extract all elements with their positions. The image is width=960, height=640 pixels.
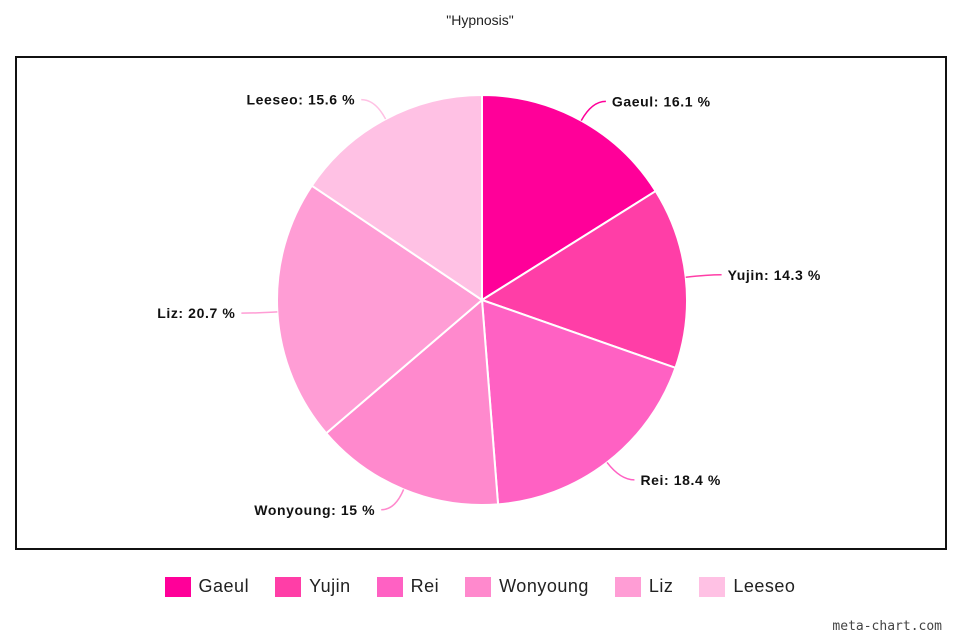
leader-line-gaeul [580, 100, 606, 121]
pie-slice-leeseo [310, 93, 483, 302]
pie-slice-liz [276, 184, 484, 435]
legend-item-yujin: Yujin [275, 576, 351, 597]
pie-slice-yujin [479, 189, 688, 370]
legend-item-rei: Rei [376, 576, 440, 597]
leader-line-wonyoung [381, 489, 405, 511]
legend-label: Yujin [309, 576, 351, 596]
legend-swatch [275, 576, 302, 597]
legend-swatch [164, 576, 191, 597]
legend-label: Rei [410, 576, 440, 596]
chart-title: "Hypnosis" [446, 12, 514, 28]
legend-item-leeseo: Leeseo [699, 576, 795, 597]
leader-line-yujin [685, 274, 722, 278]
slice-label-wonyoung: Wonyoung: 15 % [254, 502, 375, 518]
leader-line-rei [606, 462, 635, 481]
slice-label-rei: Rei: 18.4 % [640, 472, 721, 488]
slice-label-liz: Liz: 20.7 % [157, 305, 235, 321]
leader-lines [241, 98, 722, 511]
slice-label-gaeul: Gaeul: 16.1 % [612, 93, 711, 109]
pie-chart: Gaeul: 16.1 % Yujin: 14.3 % Rei: 18.4 % Won… [157, 92, 821, 518]
leader-line-leeseo [361, 98, 387, 120]
legend-label: Wonyoung [499, 576, 589, 596]
legend-label: Liz [648, 576, 674, 596]
watermark: meta-chart.com [832, 619, 942, 634]
slice-label-yujin: Yujin: 14.3 % [728, 267, 821, 283]
legend: Gaeul Yujin Rei Wonyoung Liz Leeseo [0, 576, 960, 597]
chart-frame: Gaeul: 16.1 % Yujin: 14.3 % Rei: 18.4 % Won… [15, 56, 947, 550]
slice-labels: Gaeul: 16.1 % Yujin: 14.3 % Rei: 18.4 % Won… [157, 92, 821, 518]
pie-slice-gaeul [481, 93, 658, 302]
legend-swatch [614, 576, 641, 597]
legend-swatch [699, 576, 726, 597]
pie-slice-wonyoung [324, 297, 500, 506]
legend-item-liz: Liz [614, 576, 674, 597]
pie-slices [276, 93, 688, 506]
slice-label-leeseo: Leeseo: 15.6 % [246, 92, 355, 108]
legend-label: Gaeul [198, 576, 250, 596]
legend-item-wonyoung: Wonyoung [465, 576, 589, 597]
legend-swatch [465, 576, 492, 597]
legend-swatch [376, 576, 403, 597]
pie-slice-rei [480, 298, 677, 506]
legend-item-gaeul: Gaeul [164, 576, 250, 597]
legend-label: Leeseo [733, 576, 796, 596]
leader-line-liz [241, 311, 278, 314]
